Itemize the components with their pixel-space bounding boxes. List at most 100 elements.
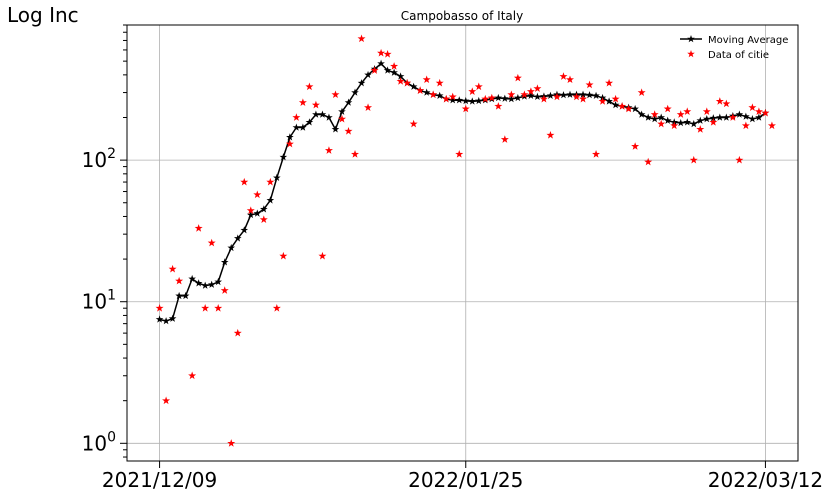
moving-average-point (546, 91, 555, 99)
data-point (637, 88, 646, 96)
moving-average-point (299, 123, 307, 131)
data-point (351, 150, 359, 158)
legend-data-label: Data of citie (708, 50, 769, 61)
plot-area-frame (126, 24, 799, 462)
moving-average-point (246, 210, 255, 219)
moving-average-point (702, 115, 711, 123)
x-tick-label: 2022/03/12 (708, 468, 823, 492)
moving-average-point (390, 68, 398, 76)
moving-average-point (312, 110, 320, 118)
moving-average-point (305, 118, 314, 126)
data-point (748, 103, 757, 111)
moving-average-point (214, 277, 223, 286)
moving-average-point (292, 123, 301, 131)
data-point (670, 121, 679, 130)
data-point (357, 34, 366, 43)
data-point (259, 215, 268, 224)
moving-average-point (494, 93, 503, 102)
data-point (741, 121, 750, 130)
data-point (507, 90, 516, 99)
moving-average-point (689, 119, 698, 128)
data-point (715, 97, 724, 105)
data-point (435, 78, 444, 87)
data-point (455, 150, 464, 158)
moving-average-point (175, 291, 183, 300)
moving-average-point (742, 112, 750, 120)
data-point (631, 142, 640, 150)
data-point (735, 155, 744, 164)
data-point (683, 107, 692, 116)
legend-ma-label: Moving Average (708, 35, 788, 46)
moving-average-point (227, 243, 236, 252)
data-point (214, 303, 223, 312)
data-point (566, 75, 574, 84)
data-point (298, 98, 307, 106)
moving-average-point (168, 314, 177, 322)
moving-average-point (592, 91, 600, 99)
moving-average-point (207, 280, 216, 288)
data-point (657, 119, 666, 128)
data-point (572, 92, 581, 101)
moving-average-point (260, 205, 268, 213)
data-point (233, 328, 242, 337)
moving-average-point (181, 291, 190, 300)
moving-average-point (279, 153, 288, 161)
data-points-series (155, 34, 776, 447)
data-point (526, 87, 535, 95)
data-point (676, 110, 685, 118)
data-point (618, 102, 627, 110)
moving-average-point (325, 113, 333, 121)
chart-title: Campobasso of Italy (401, 9, 523, 23)
data-point (201, 303, 210, 312)
data-point (539, 94, 548, 103)
data-point (331, 90, 340, 99)
data-point (246, 206, 255, 214)
data-point (429, 90, 438, 99)
data-point (585, 80, 594, 89)
data-point (644, 157, 653, 166)
data-point (448, 92, 457, 101)
moving-average-point (383, 66, 392, 74)
data-point (377, 48, 386, 57)
data-point (175, 276, 184, 285)
moving-average-point (579, 90, 587, 98)
data-point (709, 118, 718, 126)
moving-average-point (755, 113, 763, 121)
moving-average-point (409, 82, 418, 90)
moving-average-point (422, 88, 431, 96)
data-point (728, 113, 737, 121)
moving-average-point (644, 113, 652, 121)
moving-average-point (396, 72, 405, 80)
moving-average-point (533, 92, 542, 101)
moving-average-point (605, 97, 613, 105)
data-point (162, 396, 171, 405)
data-point (220, 286, 229, 294)
data-point (266, 177, 275, 186)
moving-average-point (448, 96, 457, 104)
moving-average-point (663, 116, 672, 124)
data-point (207, 238, 216, 247)
data-point (364, 103, 373, 111)
data-point (520, 90, 529, 99)
moving-average-point (735, 110, 744, 118)
moving-average-point (233, 234, 242, 242)
data-point (253, 190, 262, 199)
moving-average-point (188, 274, 196, 283)
data-point (598, 97, 607, 105)
moving-average-point (220, 258, 229, 266)
data-point (422, 75, 431, 84)
moving-average-point (351, 88, 359, 96)
legend-data-star-icon (687, 50, 695, 58)
data-point (474, 82, 483, 91)
data-point (168, 264, 177, 273)
data-point (605, 78, 614, 87)
moving-average-point (507, 95, 516, 103)
data-point (194, 224, 203, 232)
moving-average-point (286, 133, 294, 141)
data-point (533, 84, 542, 92)
moving-average-point (331, 125, 340, 133)
data-point (409, 119, 418, 128)
data-point (552, 92, 561, 101)
